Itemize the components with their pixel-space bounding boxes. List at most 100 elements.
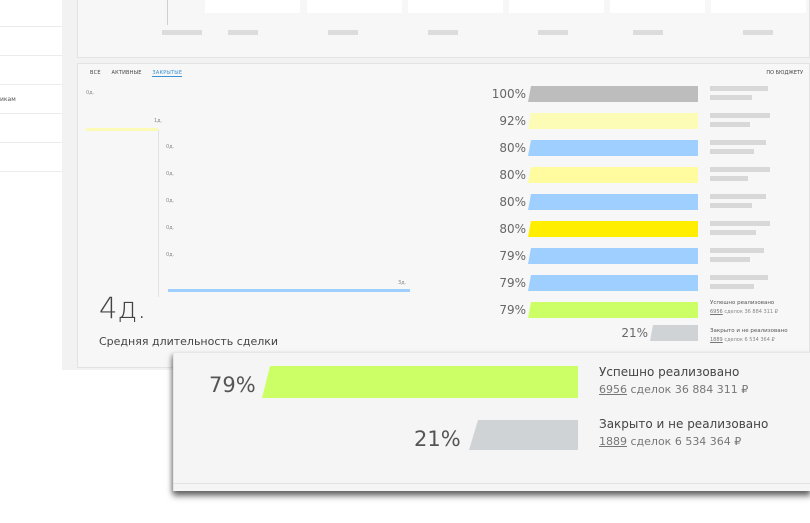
blurred-stage-info — [710, 113, 770, 118]
success-summary: 6956 сделок 36 884 311 ₽ — [710, 309, 778, 315]
summary-cell — [408, 0, 503, 13]
duration-chart: 0д. 1д. 0д. 0д. 0д. 0д. 0д. 3д. — [86, 84, 426, 302]
funnel-stage: 92% — [499, 113, 698, 129]
divider — [167, 0, 168, 25]
funnel-lost-bar — [650, 325, 698, 341]
duration-label: 3д. — [398, 280, 407, 286]
sidebar-divider — [0, 171, 62, 172]
funnel-stage-pct: 80% — [499, 222, 526, 236]
blurred-stage-info — [710, 230, 756, 235]
funnel-stage: 80% — [499, 140, 698, 156]
funnel-stage-pct: 80% — [499, 141, 526, 155]
blurred-stage-info — [710, 122, 750, 127]
funnel-lost-pct: 21% — [621, 326, 648, 340]
blurred-stage-info — [710, 194, 766, 199]
funnel-stage: 80% — [499, 221, 698, 237]
funnel-stage-pct: 79% — [499, 276, 526, 290]
tab-closed[interactable]: ЗАКРЫТЫЕ — [152, 70, 183, 77]
funnel-stage-bar — [528, 248, 698, 264]
duration-label: 0д. — [86, 90, 95, 96]
blurred-stage-info — [710, 149, 754, 154]
sidebar-divider — [0, 84, 62, 85]
zoom-failed-summary: 1889 сделок 6 534 364 ₽ — [599, 435, 741, 448]
summary-cell — [610, 0, 705, 13]
funnel-lost-stage: 21% — [621, 325, 698, 341]
funnel-stage-pct: 79% — [499, 303, 526, 317]
blurred-stage-info — [710, 284, 754, 289]
funnel-stage-pct: 80% — [499, 195, 526, 209]
funnel-stage-bar — [528, 86, 698, 102]
tab-all[interactable]: ВСЕ — [90, 70, 101, 76]
duration-label: 0д. — [166, 198, 175, 204]
blurred-stage-info — [710, 176, 748, 181]
funnel-stage-bar — [528, 302, 698, 318]
duration-bar — [86, 128, 158, 131]
summary-card — [77, 0, 810, 58]
avg-duration-label: Средняя длительность сделки — [99, 335, 279, 348]
blurred-value — [743, 30, 773, 35]
divider — [174, 483, 810, 484]
blurred-stage-info — [710, 140, 766, 145]
blurred-value — [328, 30, 358, 35]
zoom-success-amount: сделок 36 884 311 ₽ — [627, 383, 749, 396]
funnel-stage-bar — [528, 113, 698, 129]
zoom-success-count-link[interactable]: 6956 — [599, 383, 627, 396]
duration-label: 1д. — [154, 118, 163, 124]
blurred-stage-info — [710, 257, 750, 262]
grid-line — [158, 130, 159, 297]
sort-by-budget[interactable]: ПО БЮДЖЕТУ — [766, 70, 803, 76]
funnel-stage: 100% — [492, 86, 698, 102]
funnel-stage: 79% — [499, 302, 698, 318]
zoom-success-title: Успешно реализовано — [599, 365, 740, 379]
funnel-stage: 79% — [499, 275, 698, 291]
deals-analytics-card: ВСЕ АКТИВНЫЕ ЗАКРЫТЫЕ ПО БЮДЖЕТУ 0д. 1д.… — [77, 63, 810, 368]
blurred-value — [162, 30, 202, 35]
blurred-value — [428, 30, 458, 35]
funnel-stage-pct: 79% — [499, 249, 526, 263]
failed-summary: 1889 сделок 6 534 364 ₽ — [710, 337, 775, 343]
blurred-stage-info — [710, 203, 752, 208]
funnel-stage-bar — [528, 140, 698, 156]
zoom-failed-count-link[interactable]: 1889 — [599, 435, 627, 448]
failed-count-link[interactable]: 1889 — [710, 337, 723, 343]
avg-duration-value: 4д. — [99, 291, 147, 325]
summary-cell — [307, 0, 402, 13]
sidebar-divider — [0, 26, 62, 27]
blurred-value — [633, 30, 663, 35]
funnel-stage: 80% — [499, 194, 698, 210]
zoom-failed-pct: 21% — [414, 427, 461, 451]
blurred-stage-info — [710, 95, 752, 100]
tab-active[interactable]: АКТИВНЫЕ — [111, 70, 142, 76]
funnel-stage: 80% — [499, 167, 698, 183]
summary-cell — [509, 0, 604, 13]
blurred-stage-info — [710, 248, 764, 253]
zoom-failed-title: Закрыто и не реализовано — [599, 417, 769, 431]
success-count-link[interactable]: 6956 — [710, 309, 723, 315]
sidebar-divider — [0, 113, 62, 114]
failed-amount: сделок 6 534 364 ₽ — [722, 337, 775, 343]
funnel-stage-bar — [528, 275, 698, 291]
filter-tabs: ВСЕ АКТИВНЫЕ ЗАКРЫТЫЕ — [90, 70, 191, 77]
sidebar-divider — [0, 55, 62, 56]
zoom-success-summary: 6956 сделок 36 884 311 ₽ — [599, 383, 748, 396]
failed-title: Закрыто и не реализовано — [710, 328, 788, 334]
zoomed-outcome-callout: 79% Успешно реализовано 6956 сделок 36 8… — [173, 352, 810, 491]
zoom-failed-amount: сделок 6 534 364 ₽ — [627, 435, 742, 448]
funnel-stage-pct: 92% — [499, 114, 526, 128]
duration-label: 0д. — [166, 171, 175, 177]
blurred-stage-info — [710, 275, 768, 280]
summary-cell — [205, 0, 300, 13]
duration-label: 0д. — [166, 144, 175, 150]
duration-label: 0д. — [166, 225, 175, 231]
funnel-stage: 79% — [499, 248, 698, 264]
success-title: Успешно реализовано — [710, 300, 775, 306]
funnel-stage-pct: 80% — [499, 168, 526, 182]
sidebar-item-label[interactable]: икам — [0, 96, 16, 103]
duration-label: 0д. — [166, 252, 175, 258]
blurred-stage-info — [710, 86, 768, 91]
duration-bar — [168, 289, 410, 292]
funnel-stage-bar — [528, 167, 698, 183]
funnel-stage-bar — [528, 221, 698, 237]
main-area: ВСЕ АКТИВНЫЕ ЗАКРЫТЫЕ ПО БЮДЖЕТУ 0д. 1д.… — [62, 0, 810, 370]
zoom-failed-bar — [469, 420, 578, 450]
